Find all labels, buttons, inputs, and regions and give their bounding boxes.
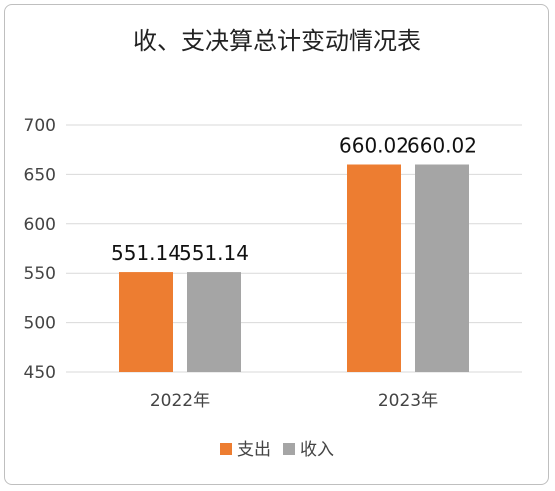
bar-收入-2023年 bbox=[415, 164, 469, 372]
legend-swatch bbox=[283, 443, 295, 455]
bar-收入-2022年 bbox=[187, 272, 241, 372]
bar-支出-2022年 bbox=[119, 272, 173, 372]
data-label: 551.14 bbox=[111, 241, 181, 265]
x-tick-label: 2022年 bbox=[150, 391, 210, 411]
y-tick-label: 700 bbox=[24, 116, 56, 136]
legend-label: 收入 bbox=[300, 440, 334, 460]
data-label: 660.02 bbox=[339, 134, 409, 158]
legend-swatch bbox=[220, 443, 232, 455]
chart-title: 收、支决算总计变动情况表 bbox=[133, 27, 421, 55]
data-label: 551.14 bbox=[179, 241, 249, 265]
bar-支出-2023年 bbox=[347, 164, 401, 372]
y-tick-label: 450 bbox=[24, 363, 56, 383]
y-tick-label: 550 bbox=[24, 264, 56, 284]
y-tick-label: 500 bbox=[24, 314, 56, 334]
y-tick-label: 600 bbox=[24, 215, 56, 235]
x-tick-label: 2023年 bbox=[378, 391, 438, 411]
legend-label: 支出 bbox=[237, 440, 271, 460]
y-tick-label: 650 bbox=[24, 165, 56, 185]
data-label: 660.02 bbox=[407, 134, 477, 158]
